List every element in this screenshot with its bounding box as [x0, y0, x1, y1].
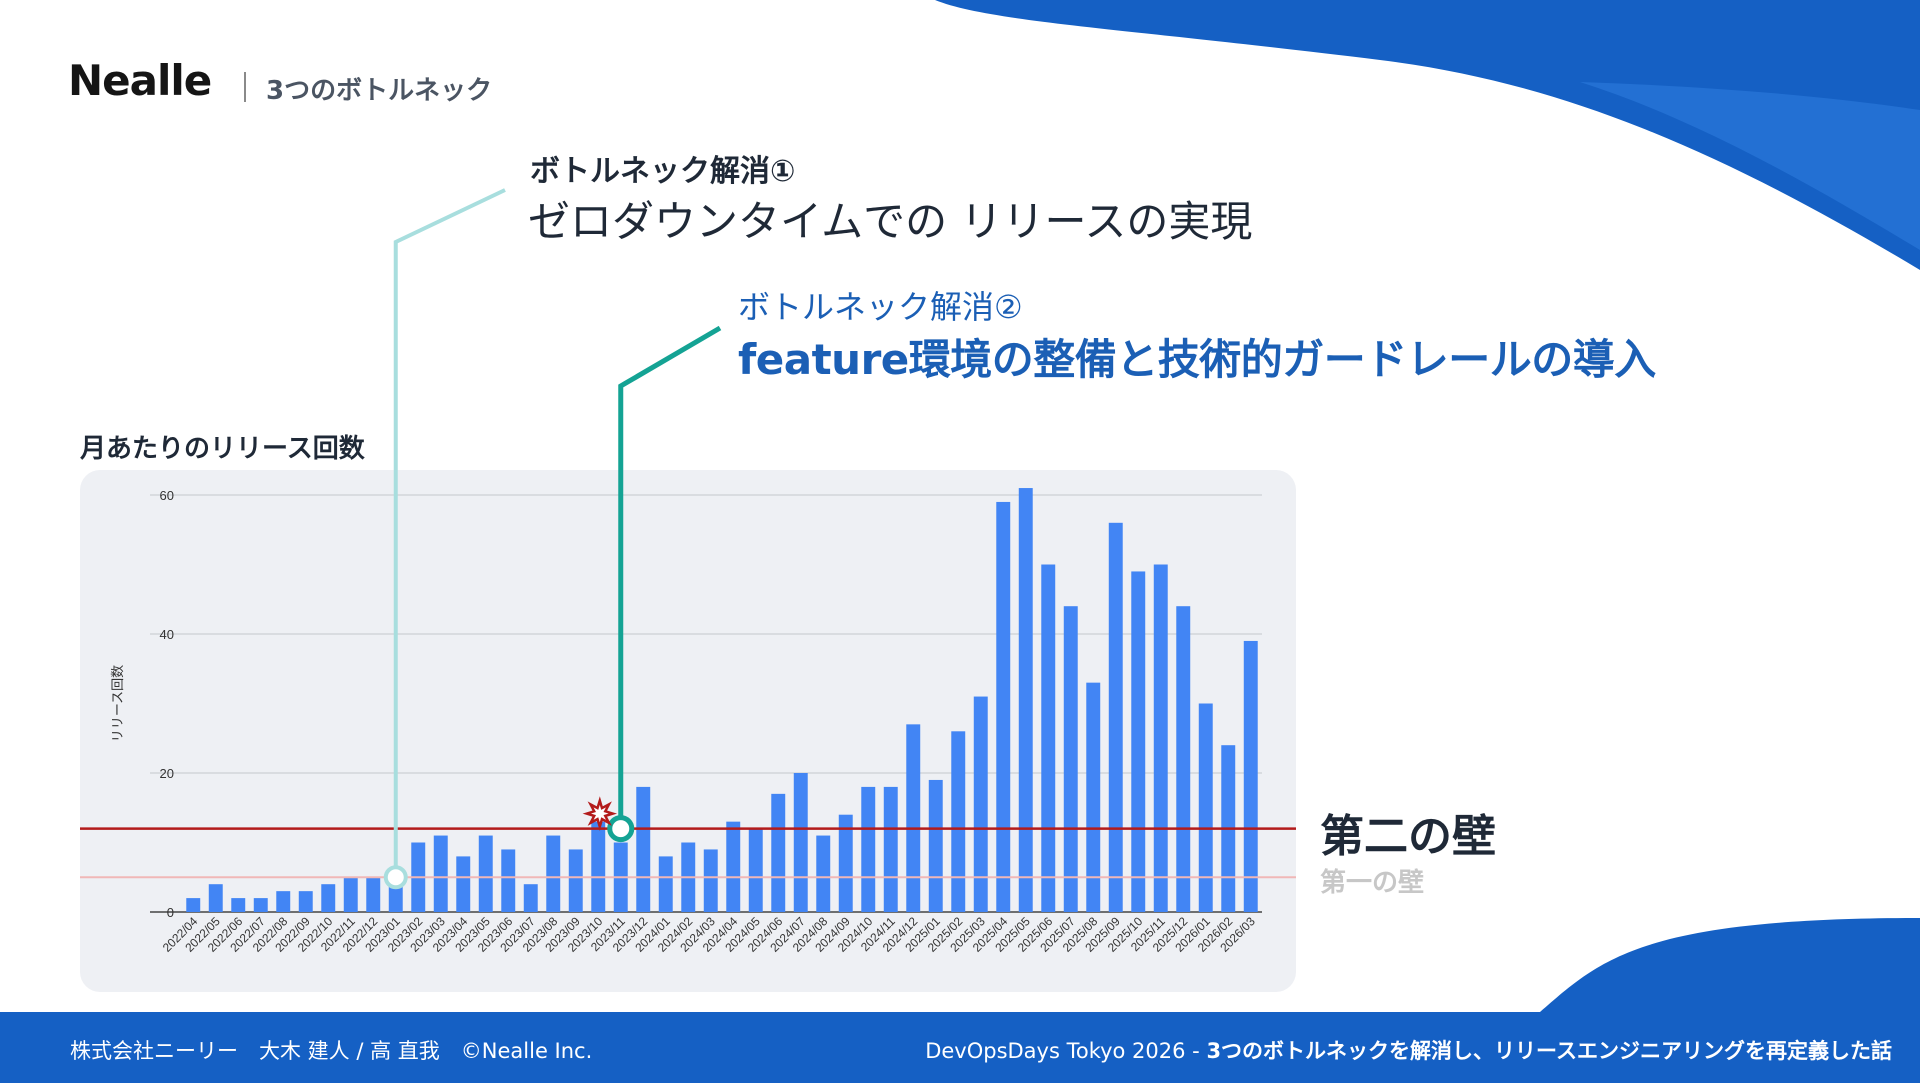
bottleneck1-leader-line	[393, 188, 506, 868]
y-tick-label: 20	[160, 766, 174, 781]
chart-x-axis: 2022/042022/052022/062022/072022/082022/…	[160, 914, 1258, 955]
bar	[366, 877, 381, 912]
bar	[1086, 682, 1101, 912]
bottleneck2-leader-line	[618, 325, 722, 817]
bar	[388, 884, 403, 912]
bar	[703, 849, 718, 912]
header-divider	[244, 72, 246, 102]
chart-bars	[186, 488, 1258, 912]
bar	[636, 786, 651, 912]
bottleneck1-marker	[383, 865, 408, 890]
bar	[1243, 640, 1258, 912]
bar	[1063, 606, 1078, 912]
bar	[748, 828, 763, 912]
bottleneck2-title: feature環境の整備と技術的ガードレールの導入	[738, 335, 1656, 384]
chart-y-axis: 0 20 40 60 リリース回数	[110, 488, 174, 920]
y-tick-label: 0	[167, 905, 174, 920]
bar	[231, 898, 246, 912]
top-right-wave	[935, 0, 1920, 270]
bar	[253, 898, 268, 912]
y-axis-title: リリース回数	[110, 665, 125, 742]
bar	[1176, 606, 1191, 912]
bar	[1041, 564, 1056, 912]
bar	[478, 835, 493, 912]
bar	[433, 835, 448, 912]
bar	[501, 849, 516, 912]
footer-event: DevOpsDays Tokyo 2026 -	[925, 1039, 1207, 1063]
bottleneck2-marker	[607, 815, 635, 843]
bar	[771, 793, 786, 912]
bar	[591, 821, 606, 912]
bar	[996, 501, 1011, 912]
second-wall-label: 第二の壁	[1320, 811, 1496, 862]
bar	[838, 814, 853, 912]
chart-title: 月あたりのリリース回数	[80, 434, 365, 464]
bottom-right-wave	[1540, 918, 1920, 1012]
bar	[1108, 522, 1123, 912]
bar	[793, 773, 808, 912]
footer-credits: 株式会社ニーリー 大木 建人 / 高 直我 ©Nealle Inc.	[70, 1039, 593, 1063]
bar	[298, 891, 313, 912]
footer-bar	[0, 1012, 1920, 1083]
bar	[456, 856, 471, 912]
chart-reference-lines	[80, 827, 1296, 879]
bar	[208, 884, 223, 912]
first-wall-label: 第一の壁	[1320, 868, 1425, 898]
bar	[861, 786, 876, 912]
bar	[546, 835, 561, 912]
bar	[1153, 564, 1168, 912]
bar	[523, 884, 538, 912]
bar	[658, 856, 673, 912]
top-right-wave-accent	[1580, 82, 1920, 250]
bar	[883, 786, 898, 912]
bottleneck2-heading: ボトルネック解消②	[738, 288, 1023, 326]
bottleneck1-heading: ボトルネック解消①	[530, 154, 796, 189]
bottleneck1-title: ゼロダウンタイムでの リリースの実現	[528, 197, 1253, 246]
bar	[321, 884, 336, 912]
bar	[951, 731, 966, 912]
brand-logo: Nealle	[68, 56, 212, 105]
footer-talk: 3つのボトルネックを解消し、リリースエンジニアリングを再定義した話	[1206, 1039, 1892, 1063]
bar	[1131, 571, 1146, 912]
bar	[973, 696, 988, 912]
bar	[343, 877, 358, 912]
chart-callouts	[383, 188, 722, 890]
bar	[906, 724, 921, 912]
bar	[928, 779, 943, 912]
bar	[186, 898, 201, 912]
bar	[276, 891, 291, 912]
bar	[568, 849, 583, 912]
bar	[726, 821, 741, 912]
y-tick-label: 40	[160, 627, 174, 642]
bar	[1018, 488, 1033, 912]
y-tick-label: 60	[160, 488, 174, 503]
footer-talk-title: DevOpsDays Tokyo 2026 - 3つのボトルネックを解消し、リリ…	[925, 1035, 1892, 1065]
collision-burst-icon	[582, 796, 618, 831]
bar	[1198, 703, 1213, 912]
section-title: 3つのボトルネック	[266, 76, 493, 106]
bar	[816, 835, 831, 912]
